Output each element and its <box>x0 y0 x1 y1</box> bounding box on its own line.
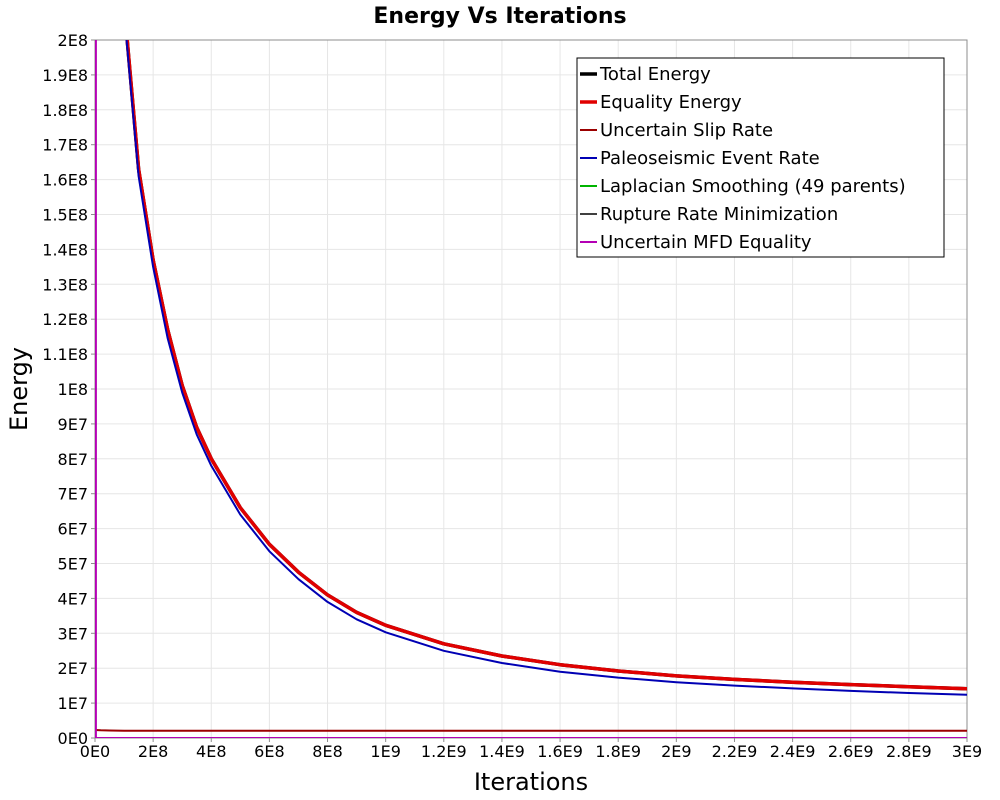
y-tick-label: 1.9E8 <box>42 66 88 85</box>
y-tick-label: 8E7 <box>58 450 88 469</box>
x-tick-label: 1.6E9 <box>537 742 583 761</box>
y-tick-label: 1.8E8 <box>42 101 88 120</box>
y-tick-label: 1.6E8 <box>42 171 88 190</box>
legend: Total Energy Equality Energy Uncertain Sli… <box>576 57 945 258</box>
y-tick-label: 1.7E8 <box>42 136 88 155</box>
y-tick-label: 0E0 <box>58 729 88 748</box>
y-tick-label: 9E7 <box>58 415 88 434</box>
x-tick-label: 6E8 <box>254 742 284 761</box>
legend-items: Total Energy Equality Energy Uncertain Sli… <box>580 64 906 253</box>
x-tick-label: 2E8 <box>138 742 168 761</box>
series-line-2 <box>95 729 967 732</box>
y-tick-label: 3E7 <box>58 624 88 643</box>
x-tick-label: 1.4E9 <box>479 742 525 761</box>
x-tick-label: 2E9 <box>661 742 691 761</box>
y-tick-label: 5E7 <box>58 555 88 574</box>
series-line-3 <box>125 40 967 696</box>
y-tick-label: 1E7 <box>58 694 88 713</box>
y-tick-label: 1.4E8 <box>42 240 88 259</box>
x-tick-label: 3E9 <box>952 742 982 761</box>
x-tick-label: 1E9 <box>370 742 400 761</box>
legend-entry-label: Total Energy <box>599 64 711 85</box>
x-axis-title: Iterations <box>474 768 588 796</box>
y-tick-label: 2E8 <box>58 31 88 50</box>
x-tick-label: 2.6E9 <box>828 742 874 761</box>
y-tick-label: 1.5E8 <box>42 206 88 225</box>
y-axis-ticks: 0E0 1E7 2E7 3E7 4E7 5E7 6E7 7E7 8E7 9E7 1E8 1.1E8 1.… <box>42 31 95 748</box>
x-tick-label: 1.2E9 <box>421 742 467 761</box>
series-line-6 <box>95 40 967 738</box>
y-tick-label: 7E7 <box>58 485 88 504</box>
y-tick-label: 1.3E8 <box>42 275 88 294</box>
y-tick-label: 1E8 <box>58 380 88 399</box>
x-tick-label: 2.4E9 <box>770 742 816 761</box>
x-tick-label: 2.8E9 <box>886 742 932 761</box>
x-tick-label: 8E8 <box>312 742 342 761</box>
legend-entry-label: Equality Energy <box>600 92 742 113</box>
chart-title: Energy Vs Iterations <box>373 4 626 29</box>
legend-entry-label: Laplacian Smoothing (49 parents) <box>600 176 906 197</box>
x-tick-label: 0E0 <box>80 742 110 761</box>
legend-box <box>576 57 945 258</box>
y-tick-label: 6E7 <box>58 520 88 539</box>
y-tick-label: 4E7 <box>58 589 88 608</box>
legend-entry-label: Paleoseismic Event Rate <box>600 148 820 169</box>
y-tick-label: 1.1E8 <box>42 345 88 364</box>
legend-entry-label: Uncertain Slip Rate <box>600 120 773 141</box>
y-axis-title: Energy <box>5 347 33 431</box>
x-tick-label: 2.2E9 <box>712 742 758 761</box>
x-axis-ticks: 0E0 2E8 4E8 6E8 8E8 1E9 1.2E9 1.4E9 1.6E9 1.8E9 2E… <box>80 738 982 761</box>
x-tick-label: 4E8 <box>196 742 226 761</box>
y-tick-label: 1.2E8 <box>42 310 88 329</box>
series-line-1 <box>125 40 967 691</box>
legend-entry-label: Uncertain MFD Equality <box>600 232 812 253</box>
y-tick-label: 2E7 <box>58 659 88 678</box>
legend-entry-label: Rupture Rate Minimization <box>600 204 838 225</box>
series-lines <box>95 40 967 738</box>
x-tick-label: 1.8E9 <box>595 742 641 761</box>
